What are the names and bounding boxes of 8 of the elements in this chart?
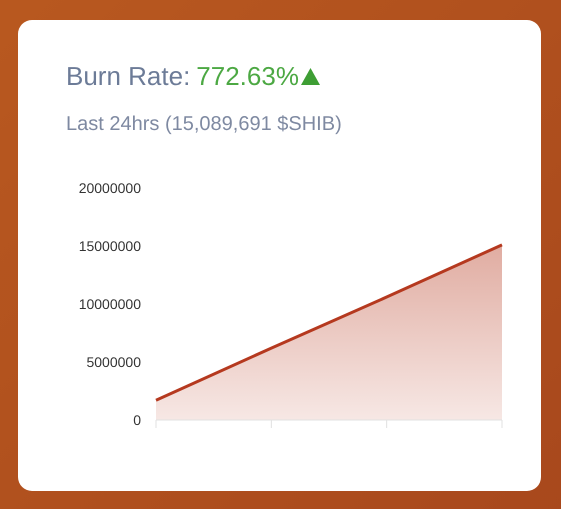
text: 772.63% <box>196 61 299 91</box>
y-tick-label: 10000000 <box>78 296 142 312</box>
y-tick-label: 15000000 <box>78 238 142 254</box>
chart-subtitle: Last 24hrs (15,089,691 $SHIB) <box>66 113 342 135</box>
y-tick-label: 20000000 <box>78 180 142 196</box>
chart-title: Burn Rate: <box>66 61 190 91</box>
y-tick-label: 0 <box>133 412 142 428</box>
y-tick-label: 5000000 <box>86 354 142 370</box>
